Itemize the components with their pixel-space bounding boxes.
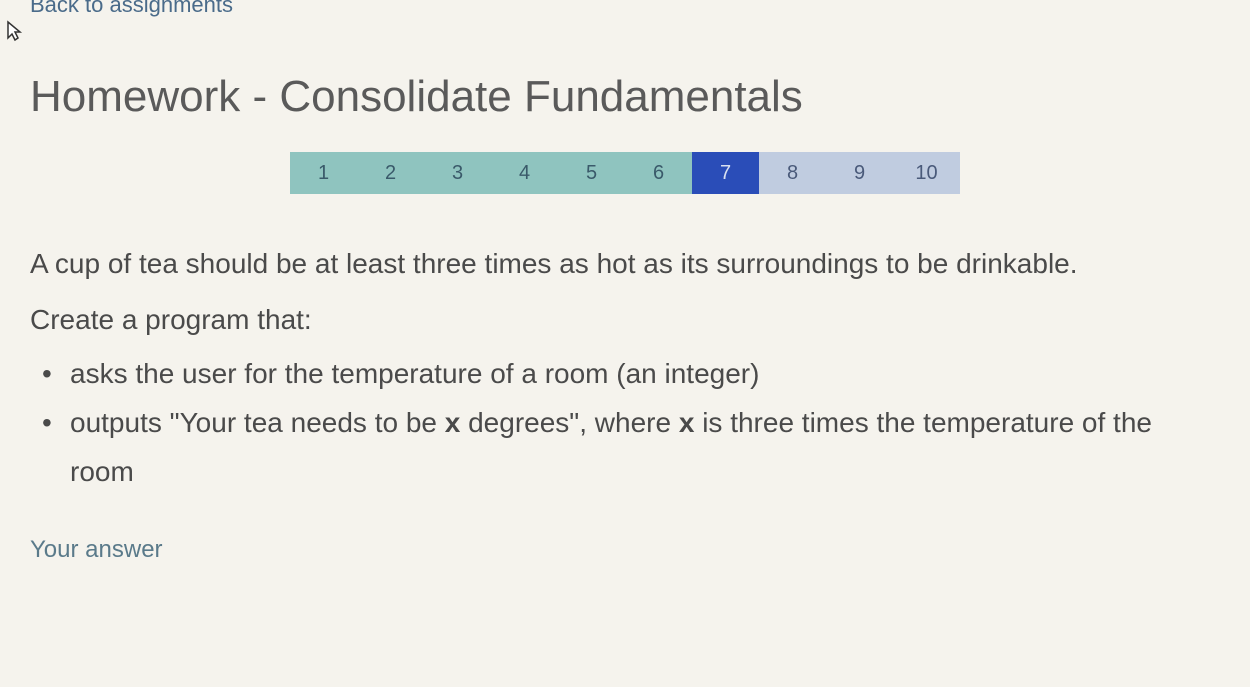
progress-inner: 1 2 3 4 5 6 7 8 9 10 [290, 152, 960, 194]
progress-item-2[interactable]: 2 [357, 152, 424, 194]
progress-item-7[interactable]: 7 [692, 152, 759, 194]
bullet-item-1: asks the user for the temperature of a r… [30, 349, 1220, 398]
variable-x: x [445, 407, 461, 438]
back-link-text: Back to assignments [30, 0, 233, 17]
progress-item-9[interactable]: 9 [826, 152, 893, 194]
question-intro: A cup of tea should be at least three ti… [30, 239, 1220, 288]
progress-item-4[interactable]: 4 [491, 152, 558, 194]
progress-bar: 1 2 3 4 5 6 7 8 9 10 [30, 152, 1220, 194]
progress-item-5[interactable]: 5 [558, 152, 625, 194]
question-instruction: Create a program that: [30, 296, 1220, 344]
progress-item-8[interactable]: 8 [759, 152, 826, 194]
progress-item-10[interactable]: 10 [893, 152, 960, 194]
cursor-icon [0, 18, 26, 54]
progress-item-1[interactable]: 1 [290, 152, 357, 194]
back-link[interactable]: Back to assignments [30, 0, 235, 54]
bullet-list: asks the user for the temperature of a r… [30, 349, 1220, 496]
answer-label: Your answer [30, 536, 1220, 564]
progress-item-6[interactable]: 6 [625, 152, 692, 194]
variable-x-2: x [679, 407, 695, 438]
bullet-item-2: outputs "Your tea needs to be x degrees"… [30, 398, 1220, 496]
page-title: Homework - Consolidate Fundamentals [30, 72, 1220, 122]
progress-item-3[interactable]: 3 [424, 152, 491, 194]
